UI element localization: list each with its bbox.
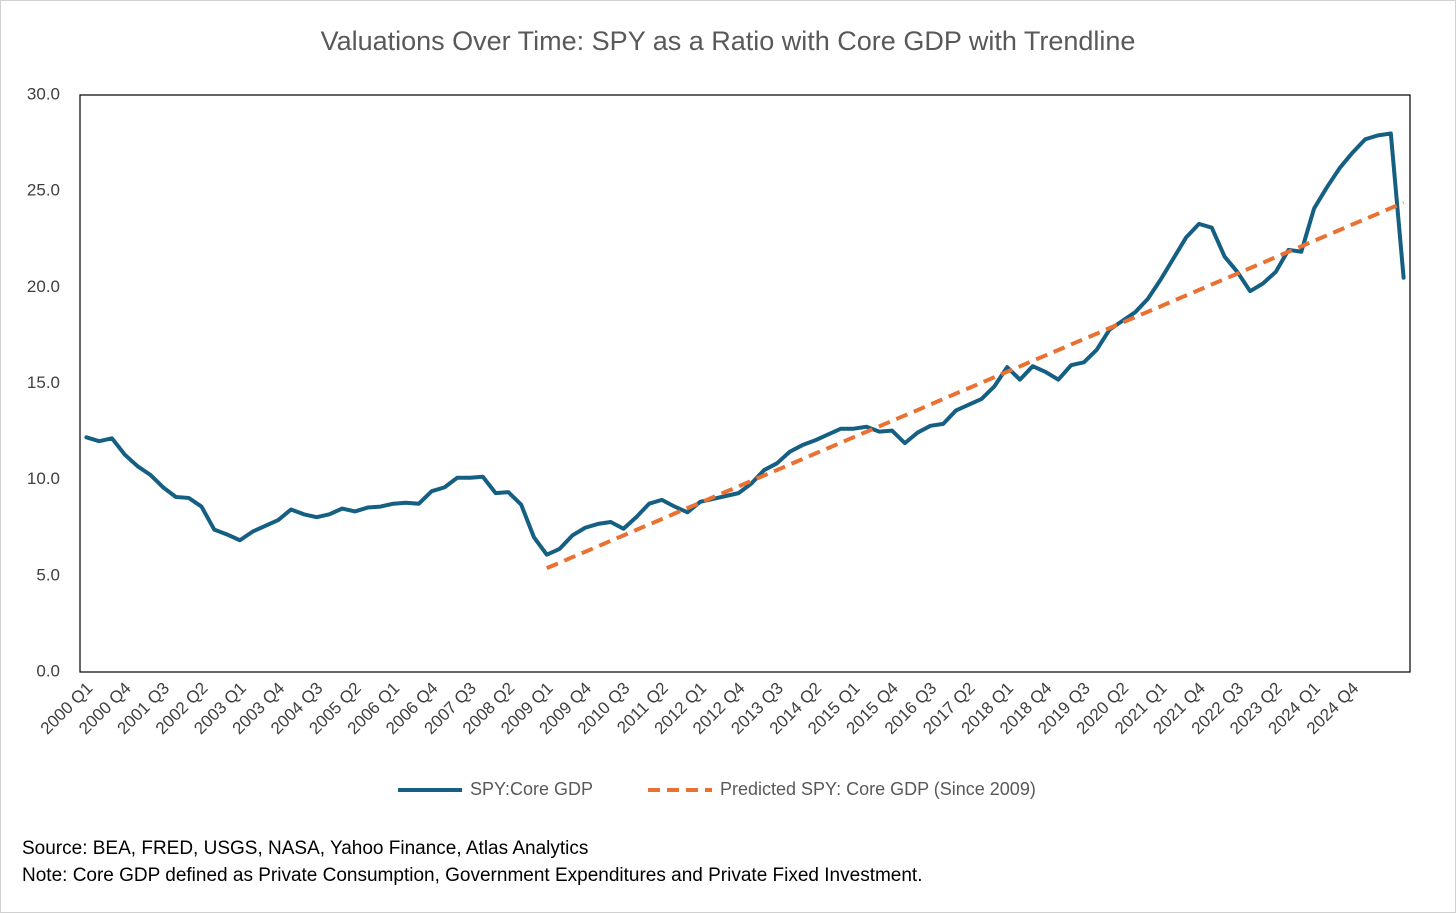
chart-title: Valuations Over Time: SPY as a Ratio wit… bbox=[321, 26, 1136, 56]
y-tick-label: 0.0 bbox=[36, 661, 60, 680]
y-tick-label: 20.0 bbox=[27, 277, 60, 296]
y-tick-label: 15.0 bbox=[27, 373, 60, 392]
y-tick-label: 10.0 bbox=[27, 469, 60, 488]
legend-label: Predicted SPY: Core GDP (Since 2009) bbox=[720, 779, 1036, 799]
note: Note: Core GDP defined as Private Consum… bbox=[22, 865, 923, 886]
source: Source: BEA, FRED, USGS, NASA, Yahoo Fin… bbox=[22, 838, 588, 859]
y-tick-label: 30.0 bbox=[27, 84, 60, 103]
plot-frame bbox=[79, 94, 1411, 673]
series-line bbox=[546, 200, 1405, 570]
legend-label: SPY:Core GDP bbox=[470, 779, 593, 799]
series-line bbox=[84, 131, 1406, 557]
y-tick-label: 5.0 bbox=[36, 565, 60, 584]
y-tick-label: 25.0 bbox=[27, 181, 60, 200]
